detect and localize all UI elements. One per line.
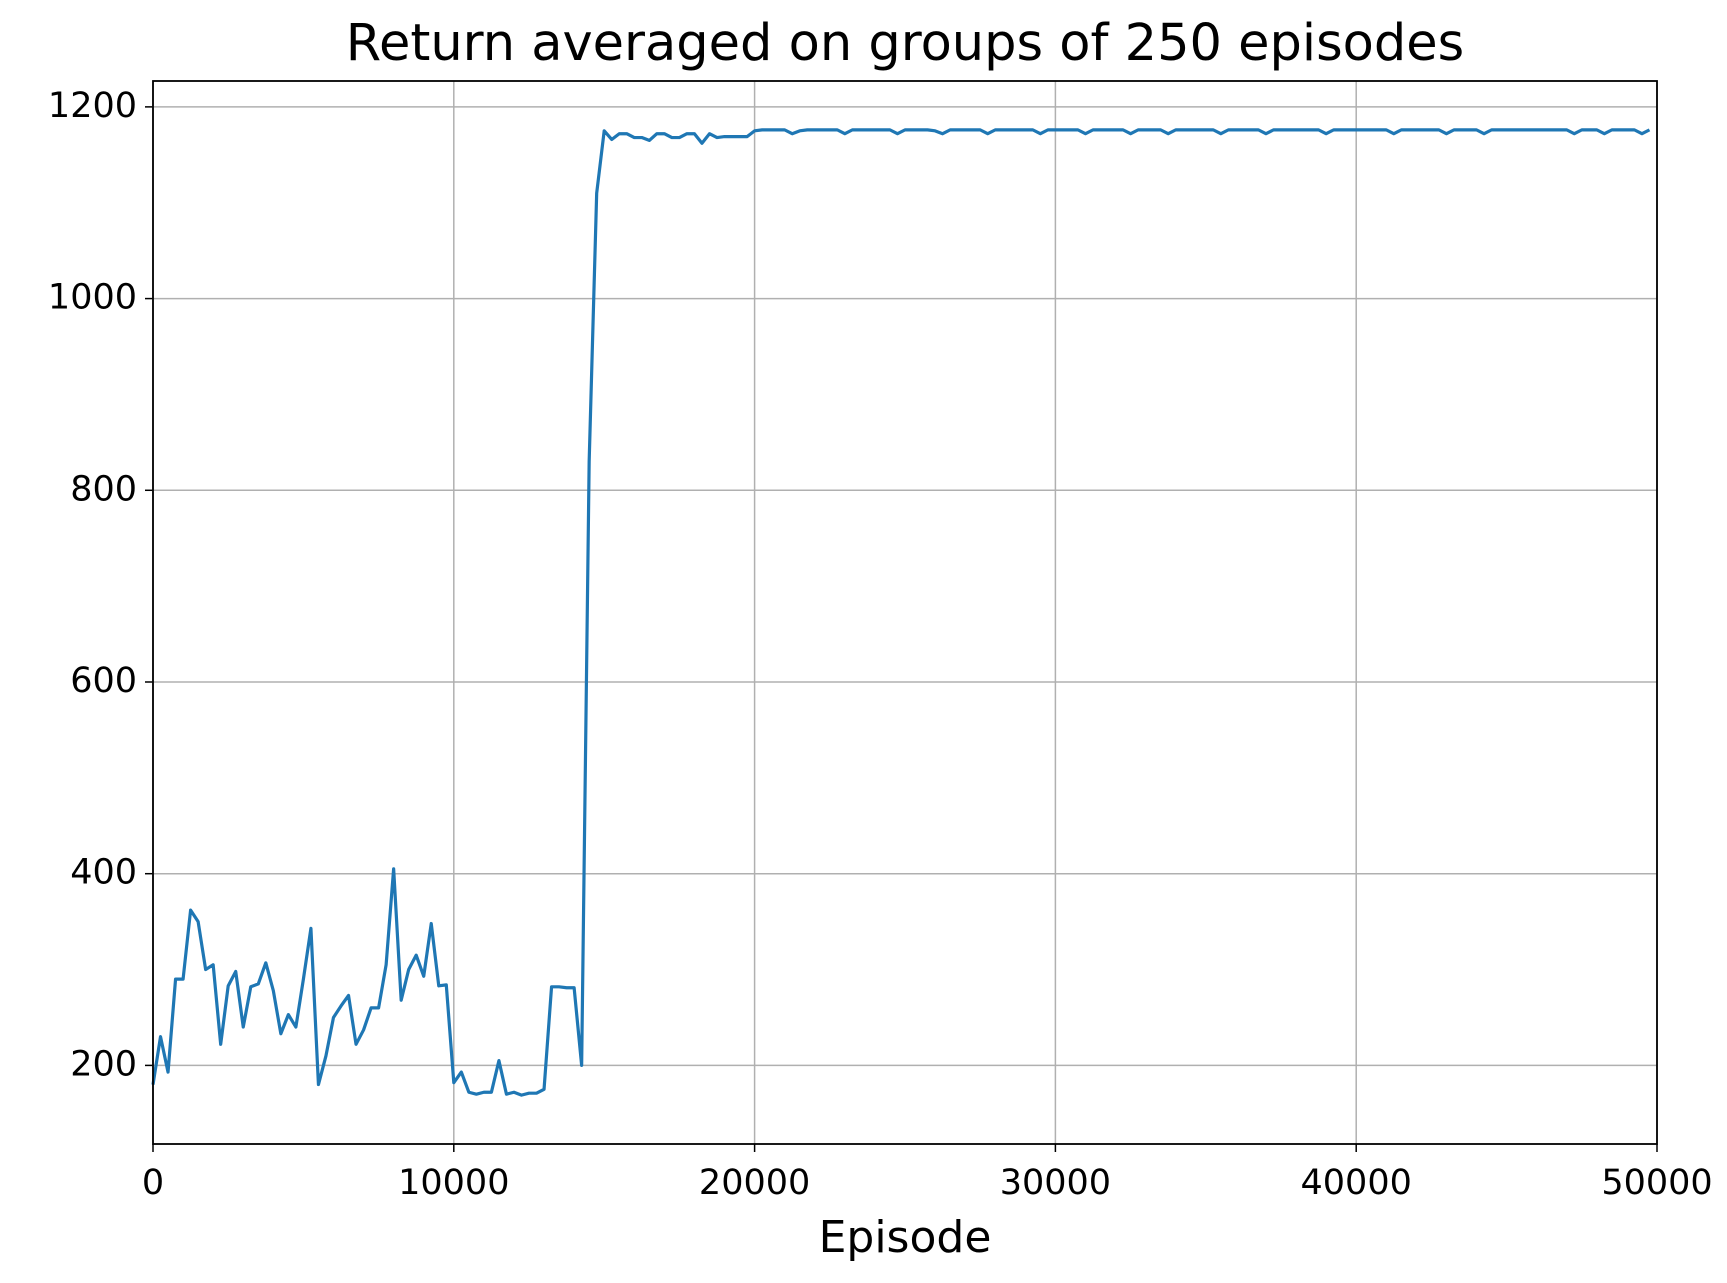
x-axis-label: Episode xyxy=(819,1212,992,1263)
y-tick-label: 800 xyxy=(70,469,137,509)
data-line xyxy=(151,128,1651,1097)
y-tick-label: 1000 xyxy=(48,278,137,318)
x-tick-label: 30000 xyxy=(1000,1163,1111,1203)
y-tick-label: 600 xyxy=(70,661,137,701)
x-tick-label: 50000 xyxy=(1601,1163,1712,1203)
plot-frame xyxy=(152,80,1658,1145)
y-tick-label: 200 xyxy=(70,1044,137,1084)
x-tick-label: 40000 xyxy=(1301,1163,1412,1203)
x-tick-label: 20000 xyxy=(699,1163,810,1203)
y-tick-label: 1200 xyxy=(48,86,137,126)
x-tick-label: 0 xyxy=(142,1163,164,1203)
x-tick-label: 10000 xyxy=(398,1163,509,1203)
y-tick-label: 400 xyxy=(70,853,137,893)
chart-title: Return averaged on groups of 250 episode… xyxy=(346,14,1464,73)
